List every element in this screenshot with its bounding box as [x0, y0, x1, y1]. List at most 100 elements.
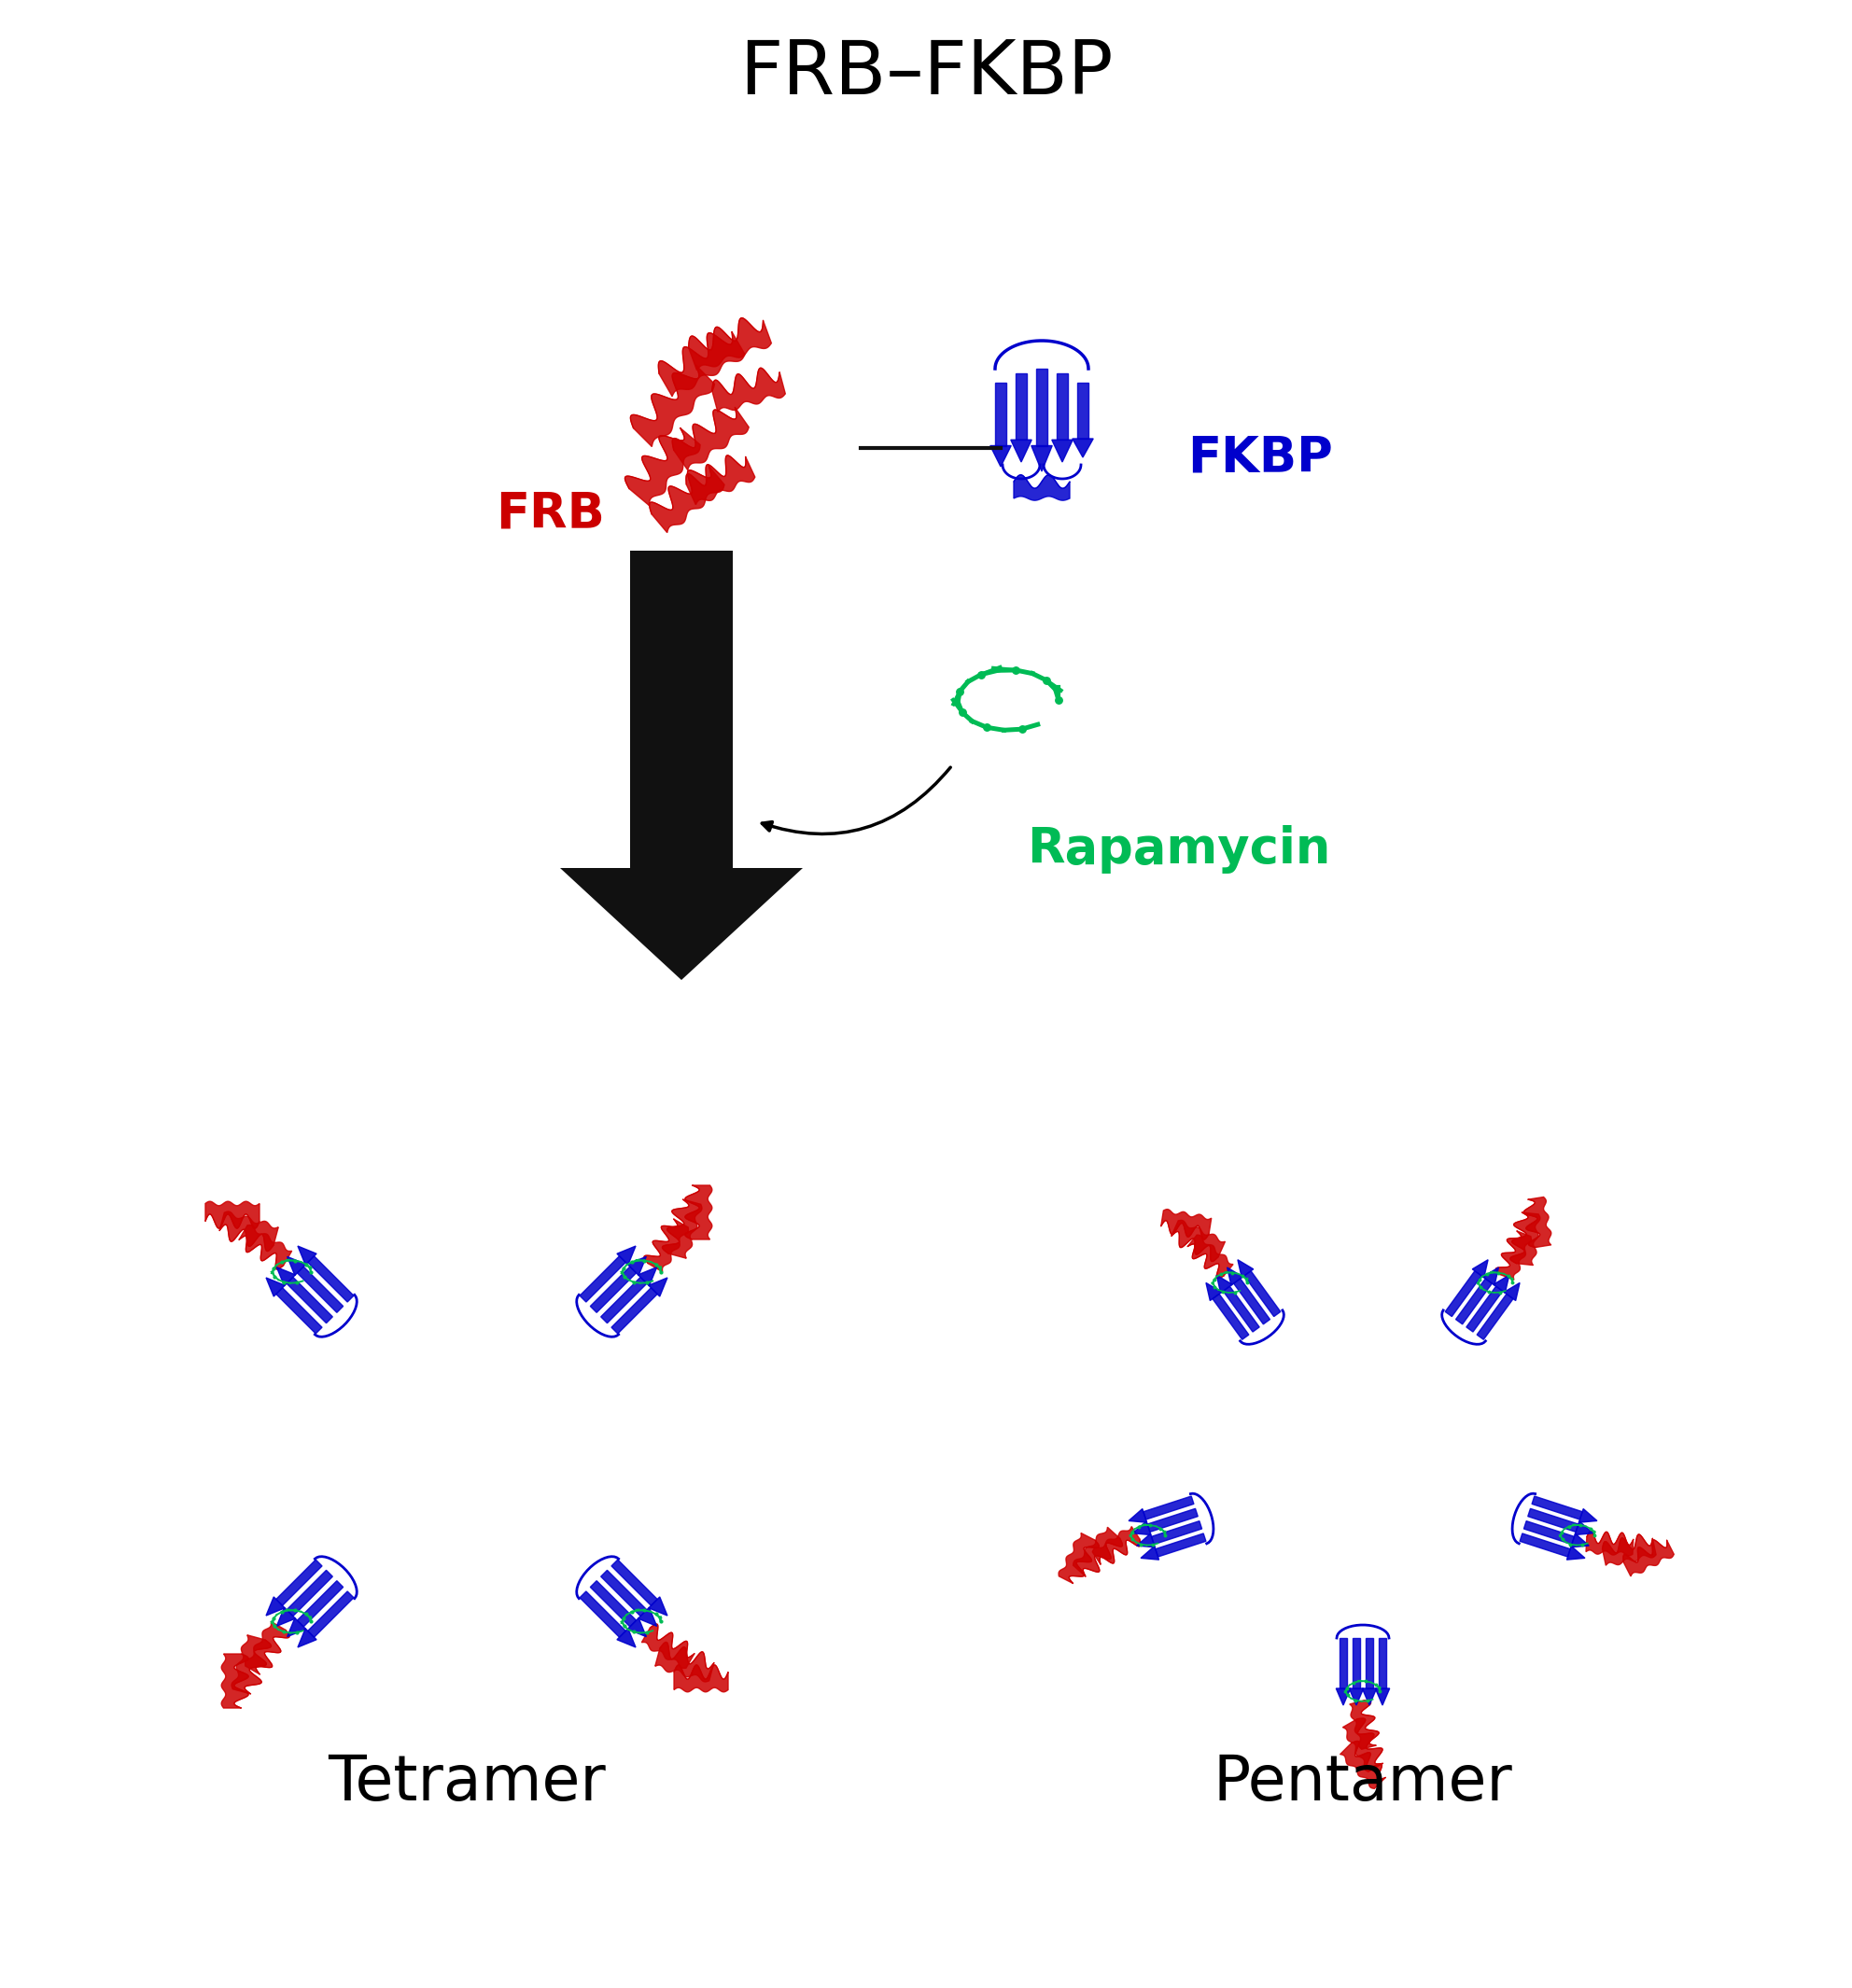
- Polygon shape: [1622, 1541, 1674, 1576]
- Point: [291, 1598, 320, 1630]
- Point: [259, 1610, 289, 1642]
- Polygon shape: [1467, 1286, 1502, 1332]
- Polygon shape: [1206, 1282, 1222, 1300]
- Polygon shape: [611, 1288, 657, 1334]
- Point: [1339, 1666, 1369, 1698]
- Polygon shape: [307, 1590, 354, 1638]
- Point: [1137, 1529, 1167, 1561]
- Polygon shape: [298, 1628, 317, 1648]
- Point: [1333, 1680, 1363, 1712]
- Polygon shape: [641, 1624, 694, 1668]
- Polygon shape: [650, 465, 724, 533]
- Point: [609, 1252, 639, 1284]
- Text: FKBP: FKBP: [1187, 433, 1333, 481]
- Point: [1361, 1668, 1391, 1700]
- Polygon shape: [1476, 1294, 1513, 1340]
- Polygon shape: [1213, 1294, 1248, 1340]
- Polygon shape: [296, 1266, 343, 1312]
- Polygon shape: [1524, 1197, 1552, 1246]
- Polygon shape: [611, 1561, 657, 1606]
- Point: [269, 1266, 298, 1298]
- Polygon shape: [1161, 1209, 1211, 1239]
- Point: [1493, 1260, 1522, 1292]
- Point: [1556, 1529, 1585, 1561]
- Point: [1200, 1264, 1230, 1296]
- Polygon shape: [276, 1561, 322, 1606]
- Polygon shape: [1493, 1274, 1509, 1292]
- Polygon shape: [1011, 439, 1032, 461]
- Polygon shape: [1137, 1533, 1156, 1547]
- Text: Tetramer: Tetramer: [328, 1751, 606, 1813]
- Point: [619, 1266, 648, 1298]
- Point: [609, 1610, 639, 1642]
- Point: [280, 1244, 309, 1276]
- Polygon shape: [1339, 1638, 1348, 1688]
- Polygon shape: [580, 1590, 626, 1638]
- Polygon shape: [1245, 1270, 1280, 1316]
- Point: [630, 1244, 659, 1276]
- Polygon shape: [276, 1288, 322, 1334]
- Point: [1135, 1509, 1165, 1541]
- Point: [291, 1248, 320, 1280]
- Polygon shape: [1237, 1260, 1254, 1278]
- Point: [632, 1266, 661, 1298]
- Point: [619, 1616, 648, 1648]
- Polygon shape: [1580, 1509, 1596, 1523]
- Point: [630, 1594, 659, 1626]
- Polygon shape: [1602, 1535, 1656, 1565]
- Point: [1126, 1529, 1156, 1561]
- Text: FRB–FKBP: FRB–FKBP: [739, 38, 1113, 109]
- Polygon shape: [648, 1596, 667, 1616]
- Polygon shape: [296, 1580, 343, 1626]
- Polygon shape: [1483, 1268, 1498, 1286]
- Polygon shape: [244, 1622, 289, 1674]
- Point: [1548, 1523, 1578, 1555]
- Polygon shape: [1585, 1531, 1633, 1557]
- Polygon shape: [276, 1608, 294, 1626]
- Polygon shape: [1035, 368, 1048, 445]
- Point: [1200, 1270, 1230, 1302]
- Text: Rapamycin: Rapamycin: [1026, 825, 1330, 873]
- Polygon shape: [1524, 1521, 1574, 1545]
- Point: [1332, 1672, 1361, 1704]
- Polygon shape: [1072, 439, 1093, 457]
- Polygon shape: [239, 1225, 293, 1268]
- Polygon shape: [1363, 1688, 1376, 1706]
- Point: [1117, 1517, 1146, 1549]
- Polygon shape: [1013, 475, 1070, 501]
- Polygon shape: [298, 1246, 317, 1264]
- Polygon shape: [1172, 1221, 1226, 1262]
- Text: Pentamer: Pentamer: [1213, 1751, 1513, 1813]
- Point: [1232, 1266, 1261, 1298]
- Polygon shape: [1570, 1533, 1589, 1547]
- Polygon shape: [1076, 382, 1089, 439]
- Point: [267, 1246, 296, 1278]
- Point: [1220, 1276, 1250, 1308]
- Point: [267, 1596, 296, 1628]
- Polygon shape: [1152, 1521, 1202, 1545]
- Polygon shape: [1187, 1235, 1233, 1278]
- Point: [945, 676, 974, 708]
- Polygon shape: [1509, 1213, 1541, 1264]
- Point: [641, 1598, 670, 1630]
- Point: [259, 1602, 289, 1634]
- Polygon shape: [1341, 1741, 1385, 1789]
- Polygon shape: [1496, 1231, 1532, 1280]
- Point: [1465, 1264, 1495, 1296]
- Point: [296, 1606, 326, 1638]
- Point: [1580, 1519, 1609, 1551]
- Polygon shape: [1343, 1718, 1383, 1771]
- Polygon shape: [617, 1628, 635, 1648]
- Point: [1219, 1256, 1248, 1288]
- Point: [1352, 1686, 1382, 1718]
- Polygon shape: [591, 1580, 637, 1626]
- Polygon shape: [1567, 1547, 1585, 1561]
- Point: [609, 1602, 639, 1634]
- Point: [1119, 1523, 1148, 1555]
- Point: [1472, 1258, 1502, 1290]
- Polygon shape: [287, 1571, 333, 1616]
- Polygon shape: [1528, 1509, 1578, 1533]
- Polygon shape: [672, 408, 748, 469]
- Text: FRB: FRB: [496, 489, 606, 537]
- Polygon shape: [663, 1199, 702, 1258]
